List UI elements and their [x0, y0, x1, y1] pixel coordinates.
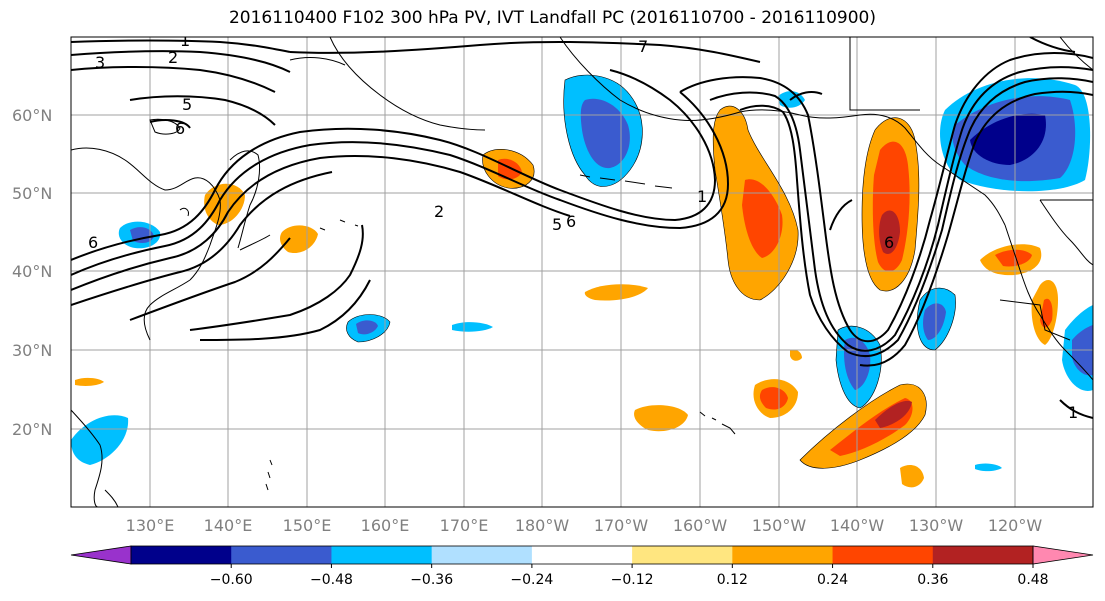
graticule: [71, 37, 1093, 507]
contour-label: 5: [552, 215, 562, 234]
lat-label: 30°N: [12, 341, 52, 360]
contour-label: 6: [884, 233, 894, 252]
colorbar-tick-label: −0.60: [210, 572, 253, 588]
contour-label: 2: [168, 48, 178, 67]
lon-label: 130°E: [126, 516, 175, 535]
pv-contours: [71, 37, 1093, 419]
colorbar-frame: [130, 545, 1034, 565]
colorbar-swatch: [431, 546, 533, 564]
coastlines: [71, 37, 1093, 507]
negative-anomaly-fill: [71, 75, 1093, 472]
latitude-labels: 60°N 50°N 40°N 30°N 20°N: [12, 106, 52, 439]
positive-anomaly-fill: [75, 106, 1058, 488]
colorbar-tick-label: 0.12: [717, 572, 748, 588]
map-title: 2016110400 F102 300 hPa PV, IVT Landfall…: [228, 8, 876, 28]
colorbar-swatch: [131, 546, 232, 564]
colorbar-swatch: [832, 546, 934, 564]
plot-frame: [70, 36, 1094, 508]
lon-label: 170°E: [440, 516, 489, 535]
lat-label: 60°N: [12, 106, 52, 125]
colorbar-extend-high: [1032, 545, 1094, 565]
lon-label: 160°E: [361, 516, 410, 535]
lon-label: 130°W: [909, 516, 964, 535]
colorbar-swatch: [531, 546, 633, 564]
colorbar-tick-label: 0.24: [817, 572, 848, 588]
colorbar-tick-label: −0.48: [310, 572, 353, 588]
colorbar-extend-low: [70, 545, 132, 565]
lon-label: 170°W: [594, 516, 649, 535]
lat-label: 40°N: [12, 262, 52, 281]
lon-label: 140°E: [204, 516, 253, 535]
contour-label: 3: [95, 53, 105, 72]
colorbar-tick-label: 0.36: [917, 572, 948, 588]
colorbar-tick-label: 0.48: [1017, 572, 1048, 588]
contour-label: 7: [638, 37, 648, 56]
contour-label: 6: [566, 212, 576, 231]
colorbar-swatch: [331, 546, 433, 564]
colorbar: −0.60 −0.48 −0.36 −0.24 −0.12 0.12 0.24 0.36 0.4…: [70, 545, 1094, 588]
lon-label: 180°W: [515, 516, 570, 535]
lon-label: 160°W: [673, 516, 728, 535]
lat-label: 50°N: [12, 184, 52, 203]
lon-label: 150°E: [283, 516, 332, 535]
colorbar-swatch: [932, 546, 1034, 564]
colorbar-tick-label: −0.24: [510, 572, 553, 588]
lon-label: 150°W: [752, 516, 807, 535]
lon-label: 120°W: [988, 516, 1043, 535]
contour-label: 1: [180, 31, 190, 50]
contour-label: 6: [88, 233, 98, 252]
map-plot-area: 1 2 3 5 6 6 2 5 6 7 1 1 6: [71, 31, 1093, 507]
colorbar-tick-label: −0.12: [611, 572, 654, 588]
colorbar-swatch: [732, 546, 834, 564]
longitude-labels: 130°E 140°E 150°E 160°E 170°E 180°W 170°…: [126, 516, 1043, 535]
contour-label: 1: [1068, 403, 1078, 422]
colorbar-swatch: [231, 546, 332, 564]
colorbar-swatch: [632, 546, 733, 564]
contour-labels: 1 2 3 5 6 6 2 5 6 7 1 1 6: [88, 31, 1078, 422]
contour-label: 1: [697, 187, 707, 206]
lat-label: 20°N: [12, 420, 52, 439]
contour-label: 2: [434, 202, 444, 221]
lon-label: 140°W: [830, 516, 885, 535]
contour-label: 5: [182, 95, 192, 114]
colorbar-tick-label: −0.36: [410, 572, 453, 588]
contour-label: 6: [175, 119, 185, 138]
